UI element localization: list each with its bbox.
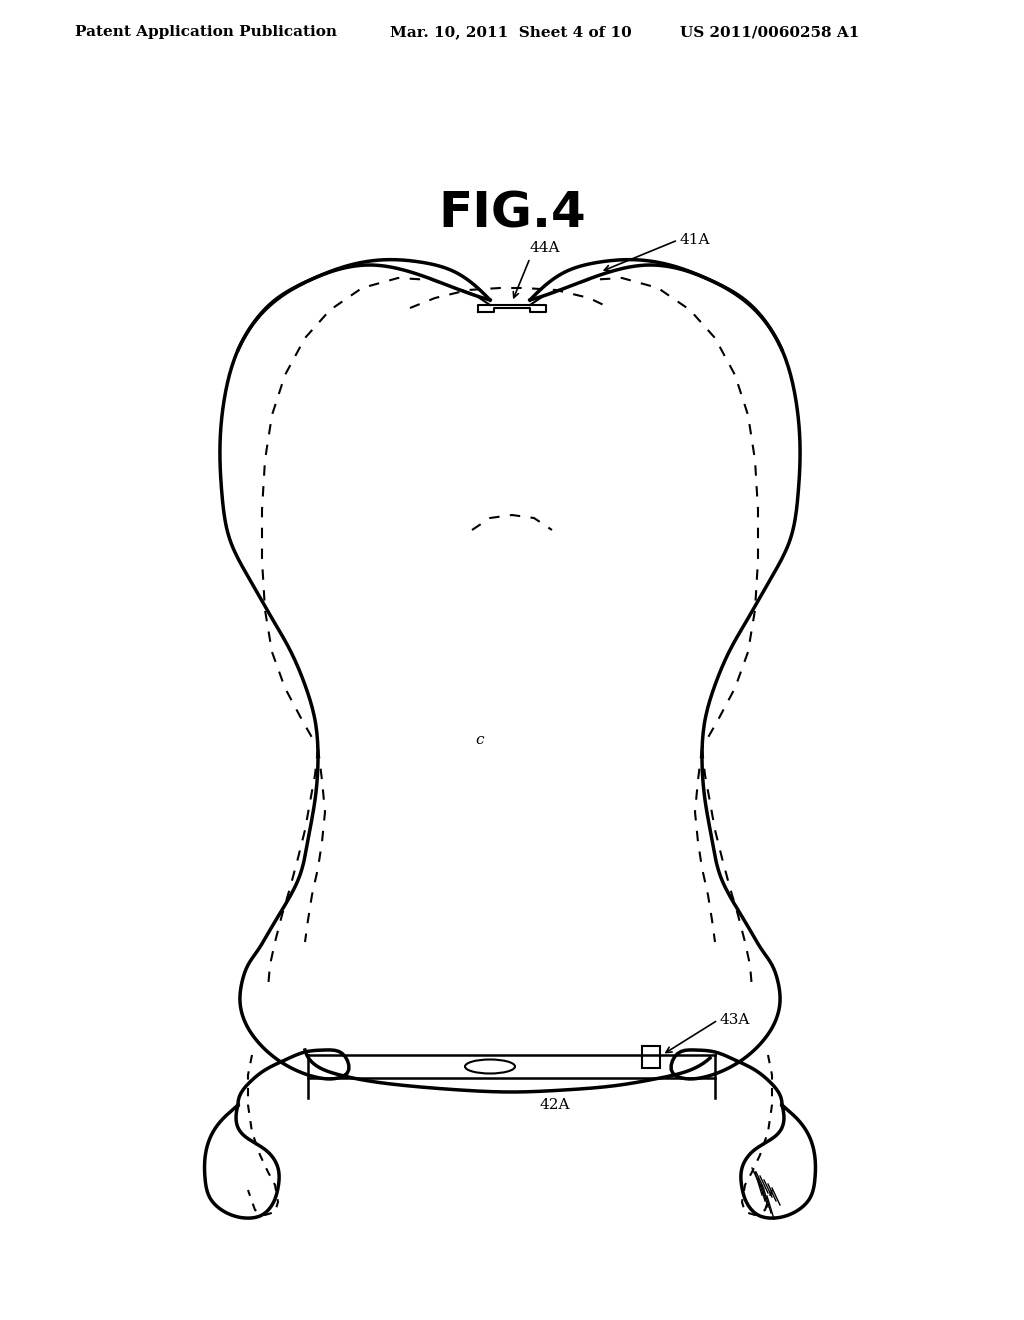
Text: 41A: 41A <box>680 234 711 247</box>
Text: Mar. 10, 2011  Sheet 4 of 10: Mar. 10, 2011 Sheet 4 of 10 <box>390 25 632 40</box>
Text: US 2011/0060258 A1: US 2011/0060258 A1 <box>680 25 859 40</box>
Bar <box>642 1045 660 1068</box>
Text: 44A: 44A <box>530 242 560 255</box>
Ellipse shape <box>465 1060 515 1073</box>
Text: c: c <box>476 733 484 747</box>
Text: Patent Application Publication: Patent Application Publication <box>75 25 337 40</box>
Text: FIG.4: FIG.4 <box>438 190 586 238</box>
Text: 42A: 42A <box>540 1098 570 1111</box>
Text: 43A: 43A <box>720 1012 751 1027</box>
